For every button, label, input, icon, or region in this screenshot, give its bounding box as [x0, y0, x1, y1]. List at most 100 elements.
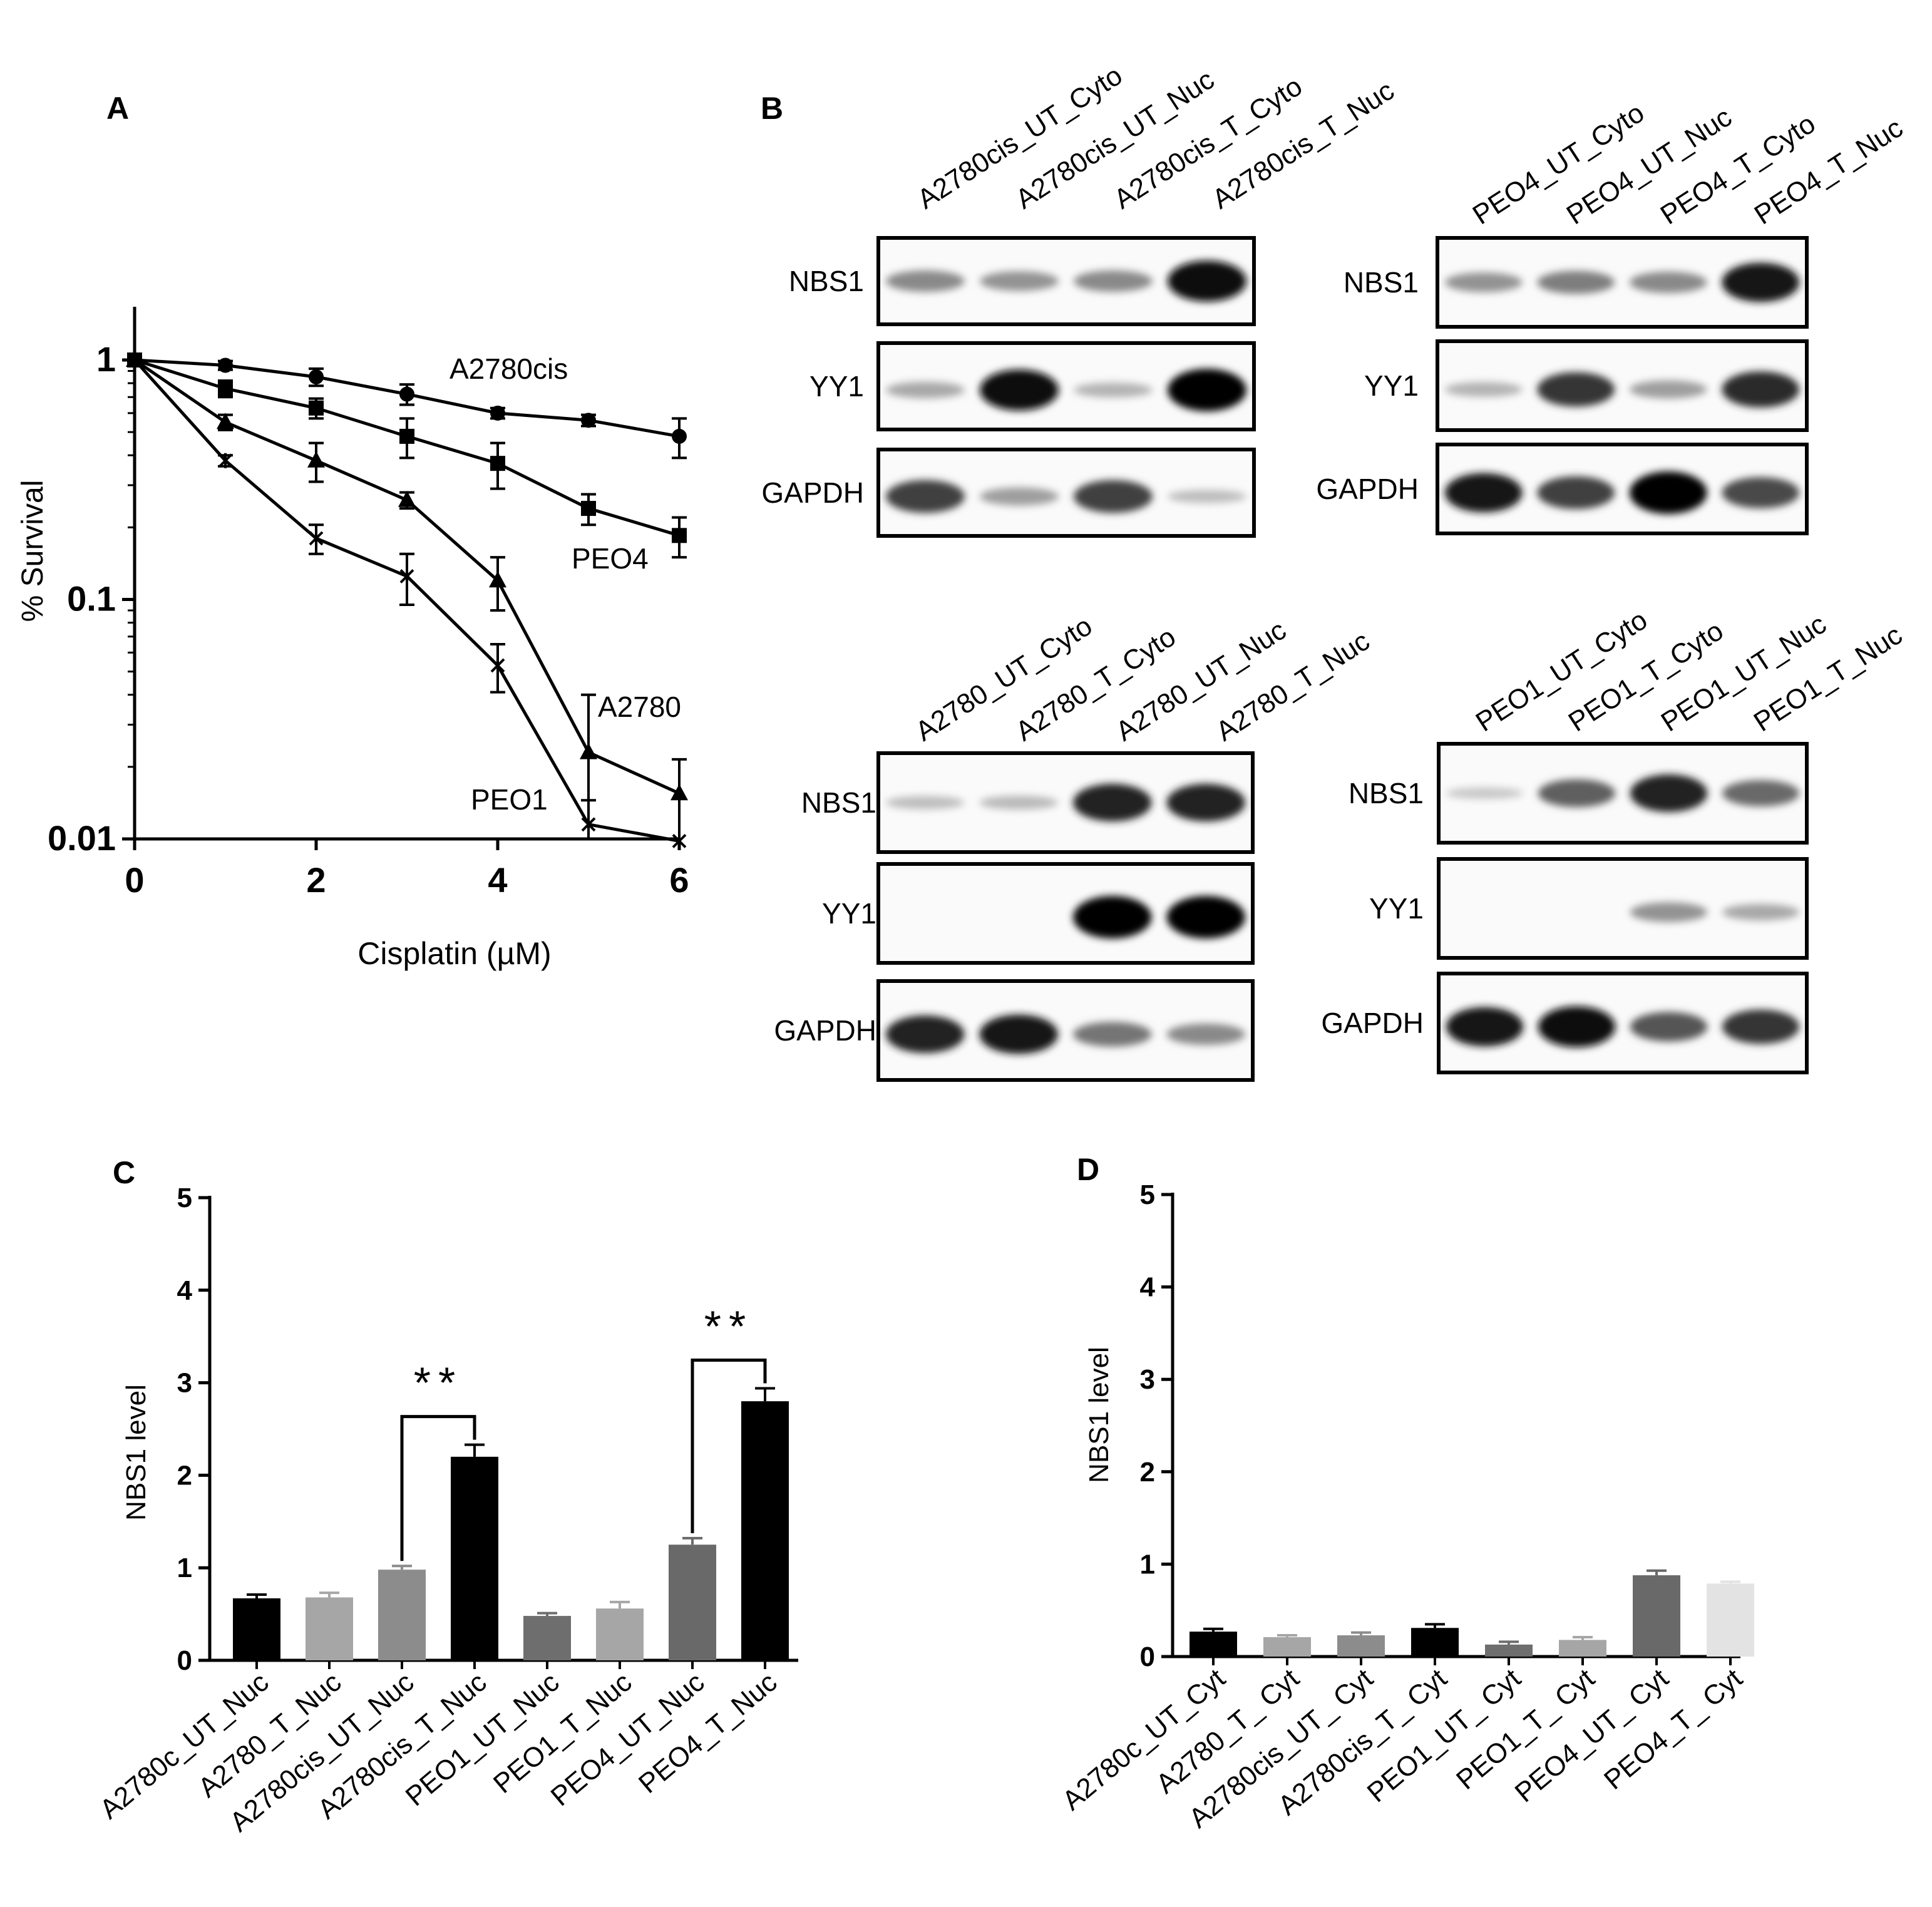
- panel-letter-c: C: [113, 1155, 135, 1190]
- data-point-PEO4: [490, 456, 505, 471]
- bar-PEO4_T_Nuc: [741, 1401, 789, 1660]
- bar-PEO1_UT_Nuc: [523, 1616, 571, 1660]
- significance-bracket: [400, 1415, 476, 1561]
- protein-band: [1072, 1022, 1152, 1047]
- blot-row-label: YY1: [809, 370, 864, 403]
- blot-row-label: NBS1: [1344, 266, 1419, 299]
- bar-A2780cis_T_ Cyt: [1411, 1628, 1459, 1657]
- y-tick-label: 0.1: [67, 579, 116, 619]
- protein-band: [980, 487, 1059, 506]
- protein-band: [1629, 271, 1707, 294]
- protein-band: [979, 795, 1059, 810]
- protein-band: [1722, 903, 1800, 921]
- data-point-PEO4: [218, 381, 233, 396]
- blot-group-1: A2780cis_UT_CytoA2780cis_UT_NucA2780cis_…: [761, 60, 1399, 538]
- protein-band: [886, 270, 965, 292]
- series-label-PEO1: PEO1: [471, 783, 548, 816]
- bar-PEO1_T_ Cyt: [1559, 1640, 1606, 1657]
- data-point-A2780cis: [490, 405, 505, 421]
- blot-row-label: GAPDH: [761, 476, 864, 509]
- protein-band: [1166, 896, 1246, 938]
- bar-A2780_T_ Cyt: [1263, 1637, 1311, 1657]
- data-point-A2780cis: [581, 413, 596, 428]
- data-point-A2780cis: [218, 357, 233, 373]
- data-point-PEO1: [672, 833, 687, 849]
- protein-band: [1168, 490, 1246, 503]
- bar-A2780c_UT_Cyt: [1190, 1632, 1237, 1657]
- protein-band: [1074, 383, 1153, 398]
- y-tick-label: 3: [1140, 1364, 1155, 1395]
- x-tick-label: 0: [125, 860, 144, 900]
- data-point-PEO1: [581, 816, 596, 832]
- y-tick-label: 5: [1140, 1180, 1155, 1210]
- data-point-A2780cis: [672, 428, 687, 444]
- protein-band: [1630, 902, 1708, 922]
- chart-a-y-axis-title: % Survival: [16, 480, 49, 622]
- protein-band: [1630, 1012, 1708, 1042]
- y-tick-label: 1: [177, 1553, 192, 1583]
- lane-label: A2780_UT_Cyto: [910, 610, 1098, 747]
- protein-band: [1444, 272, 1523, 292]
- protein-band: [1446, 787, 1524, 799]
- y-tick-label: 2: [177, 1460, 192, 1491]
- protein-band: [885, 796, 965, 810]
- x-tick-label: 6: [669, 860, 689, 900]
- panel-letter-a: A: [106, 91, 129, 126]
- protein-band: [1072, 896, 1152, 938]
- lane-label: PEO1_UT_Nuc: [1656, 609, 1832, 738]
- data-point-PEO4: [309, 400, 324, 416]
- data-point-A2780: [398, 490, 416, 507]
- panel-letter-d: D: [1077, 1152, 1099, 1187]
- data-point-PEO1: [309, 530, 324, 546]
- protein-band: [886, 381, 965, 399]
- blot-row-label: YY1: [822, 897, 876, 930]
- protein-band: [1538, 779, 1616, 808]
- western-blot-panel: A2780cis_UT_CytoA2780cis_UT_NucA2780cis_…: [761, 60, 1908, 1082]
- bar-A2780_T_Nuc: [306, 1597, 353, 1660]
- protein-band: [1444, 382, 1523, 397]
- data-point-PEO1: [218, 453, 233, 468]
- protein-band: [1538, 1006, 1616, 1047]
- blot-group-3: A2780_UT_CytoA2780_T_CytoA2780_UT_NucA27…: [774, 610, 1375, 1082]
- y-tick-label: 2: [1140, 1457, 1155, 1488]
- panel-letter-b: B: [761, 91, 783, 126]
- y-tick-label: 4: [1140, 1272, 1156, 1303]
- x-tick-label: 2: [306, 860, 326, 900]
- data-point-PEO4: [672, 528, 687, 543]
- y-tick-label: 0: [177, 1645, 192, 1676]
- blot-group-2: PEO4_UT_CytoPEO4_UT_NucPEO4_T_CytoPEO4_T…: [1316, 97, 1908, 535]
- lane-label: PEO4_UT_Cyto: [1467, 97, 1650, 230]
- y-tick-label: 1: [96, 339, 116, 379]
- lane-label: PEO4_T_Cyto: [1655, 108, 1821, 231]
- y-tick-label: 1: [1140, 1549, 1155, 1580]
- protein-band: [885, 1015, 965, 1054]
- protein-band: [1722, 477, 1800, 508]
- bar-A2780cis_UT_Nuc: [378, 1570, 426, 1660]
- y-tick-label: 3: [177, 1368, 192, 1399]
- blot-row-label: YY1: [1369, 892, 1424, 925]
- protein-band: [1074, 270, 1153, 292]
- blot-row-label: GAPDH: [1316, 473, 1419, 505]
- blot-row-label: NBS1: [789, 265, 864, 297]
- protein-band: [1446, 1007, 1524, 1047]
- protein-band: [1537, 372, 1615, 407]
- bar-PEO1_T_Nuc: [596, 1608, 644, 1660]
- protein-band: [1722, 262, 1800, 302]
- bar-A2780c_UT_Nuc: [233, 1598, 280, 1660]
- series-label-A2780cis: A2780cis: [450, 352, 568, 385]
- protein-band: [980, 369, 1059, 411]
- blot-row-label: GAPDH: [1321, 1007, 1424, 1039]
- data-point-A2780: [671, 784, 688, 801]
- blot-group-4: PEO1_UT_CytoPEO1_T_CytoPEO1_UT_NucPEO1_T…: [1321, 604, 1908, 1074]
- protein-band: [979, 1014, 1059, 1054]
- survival-line-chart: 0 2 4 6 1 0.1 0.01 A2780cis PEO4 A2780 PEO1: [48, 307, 689, 900]
- protein-band: [1537, 270, 1615, 294]
- data-point-PEO1: [490, 657, 505, 673]
- data-point-PEO4: [581, 501, 596, 517]
- data-point-PEO1: [399, 568, 414, 584]
- chart-a-x-axis-title: Cisplatin (µM): [357, 936, 551, 971]
- protein-band: [1630, 774, 1708, 813]
- chart-d-y-axis-title: NBS1 level: [1084, 1347, 1114, 1483]
- blot-row-label: YY1: [1364, 369, 1419, 402]
